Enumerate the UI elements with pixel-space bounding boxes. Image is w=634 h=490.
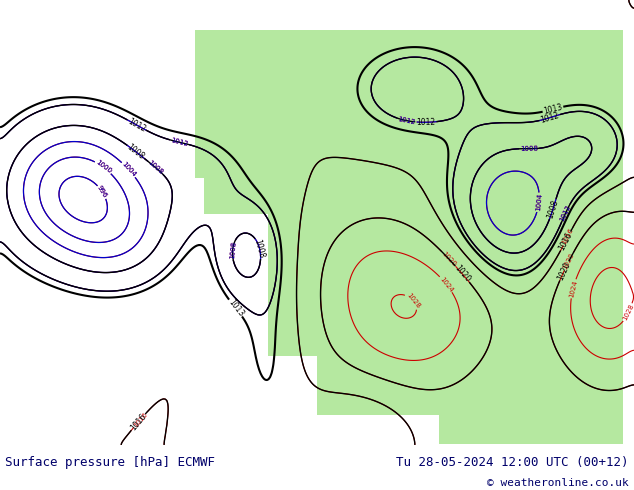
Text: 1008: 1008 [229, 241, 236, 259]
Text: 1013: 1013 [226, 297, 245, 318]
Text: 1028: 1028 [405, 292, 421, 309]
Text: 1012: 1012 [398, 116, 416, 125]
Text: 1000: 1000 [94, 159, 112, 175]
Text: 996: 996 [96, 185, 108, 199]
Text: 1012: 1012 [126, 117, 147, 134]
Text: 1004: 1004 [120, 161, 137, 178]
Text: 1012: 1012 [540, 111, 560, 125]
Text: 1008: 1008 [546, 198, 560, 220]
Text: 1008: 1008 [147, 160, 164, 176]
Text: © weatheronline.co.uk: © weatheronline.co.uk [487, 478, 629, 488]
Text: 1012: 1012 [398, 116, 416, 125]
Text: 1024: 1024 [568, 279, 578, 298]
Text: 1004: 1004 [535, 193, 543, 212]
Text: 1020: 1020 [441, 250, 457, 268]
Text: 1012: 1012 [417, 118, 436, 127]
Text: 1012: 1012 [170, 137, 189, 147]
Text: 1020: 1020 [562, 252, 576, 270]
Text: 1008: 1008 [520, 146, 538, 152]
Text: 1020: 1020 [453, 264, 472, 284]
Text: 1016: 1016 [129, 412, 148, 432]
Text: 1004: 1004 [120, 161, 137, 178]
Text: Tu 28-05-2024 12:00 UTC (00+12): Tu 28-05-2024 12:00 UTC (00+12) [396, 456, 629, 468]
Text: 1008: 1008 [253, 238, 266, 259]
Text: 1013: 1013 [543, 102, 564, 116]
Text: 1008: 1008 [126, 143, 146, 161]
Text: Surface pressure [hPa] ECMWF: Surface pressure [hPa] ECMWF [5, 456, 215, 468]
Text: 1016: 1016 [557, 230, 574, 252]
Text: 1008: 1008 [520, 146, 538, 152]
Text: 1016: 1016 [132, 411, 148, 428]
Text: 1020: 1020 [556, 260, 573, 281]
Text: 1012: 1012 [559, 203, 572, 222]
Text: 1012: 1012 [170, 137, 189, 147]
Text: 1016: 1016 [561, 227, 575, 246]
Text: 1028: 1028 [622, 303, 634, 322]
Text: 1004: 1004 [535, 193, 543, 212]
Text: 1008: 1008 [229, 241, 236, 259]
Text: 1000: 1000 [94, 159, 112, 175]
Text: 996: 996 [96, 185, 108, 199]
Text: 1008: 1008 [147, 160, 164, 176]
Text: 1024: 1024 [438, 275, 454, 293]
Text: 1012: 1012 [559, 203, 572, 222]
